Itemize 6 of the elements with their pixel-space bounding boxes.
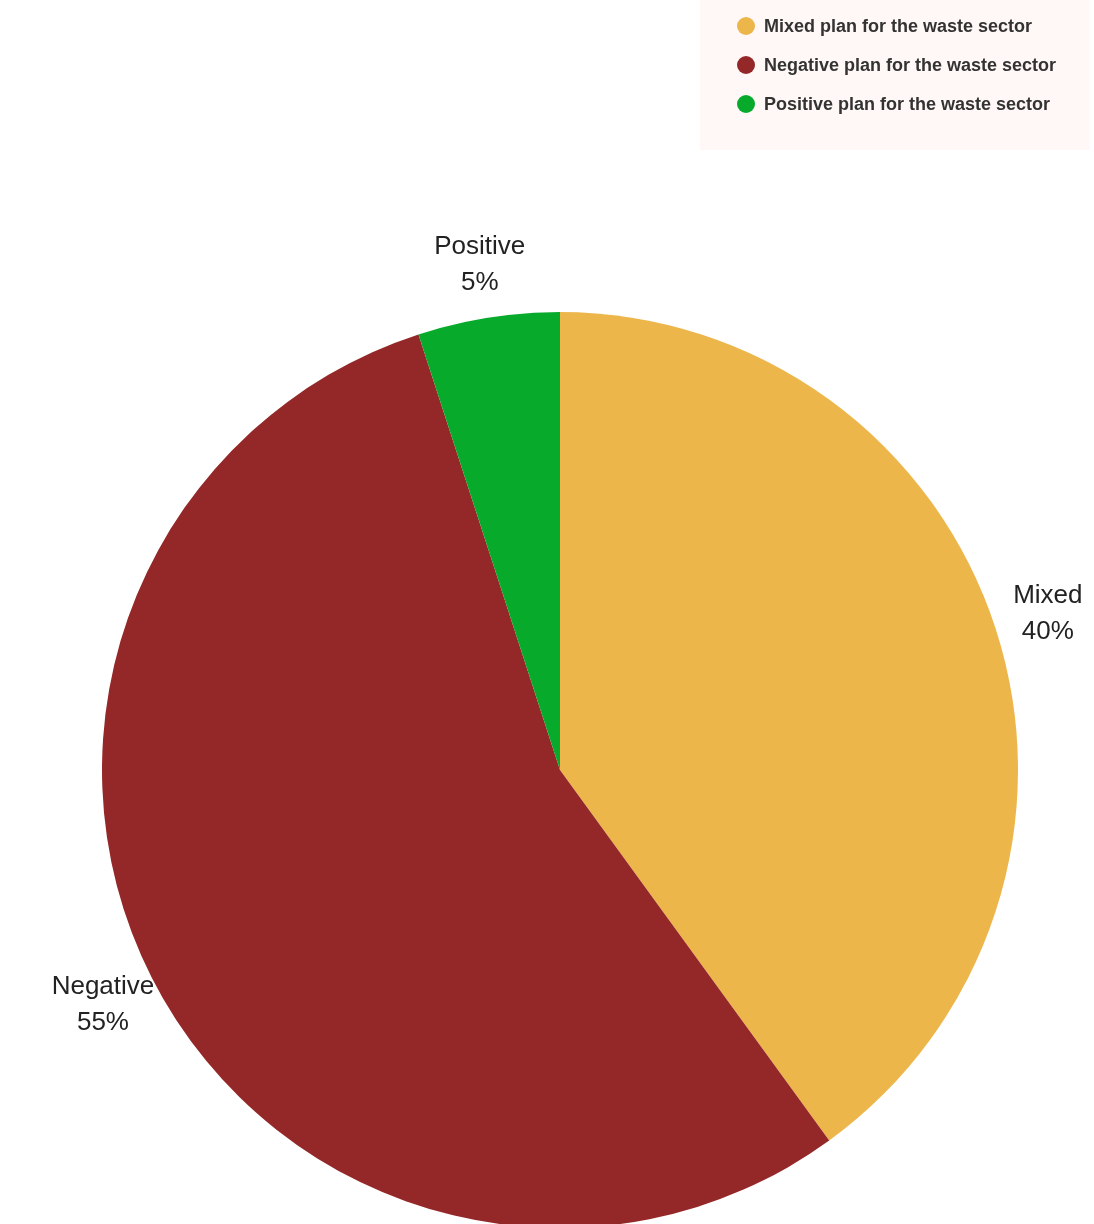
legend-label: Positive plan for the waste sector [764, 94, 1051, 114]
legend-label: Negative plan for the waste sector [764, 55, 1057, 75]
legend-label: Mixed plan for the waste sector [764, 16, 1033, 36]
data-label: Positive 5% [434, 230, 526, 297]
data-label: Mixed 40% [1013, 578, 1083, 645]
data-label: Negative 55% [51, 969, 155, 1036]
